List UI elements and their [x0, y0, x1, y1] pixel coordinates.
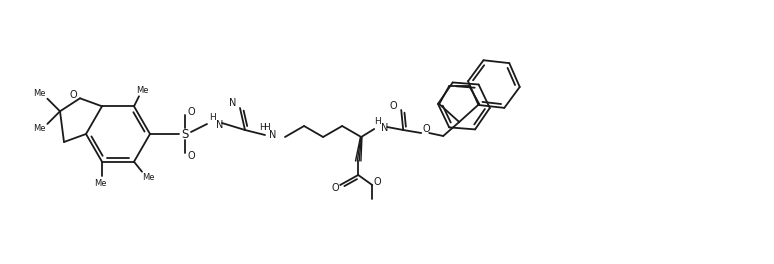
Text: O: O: [187, 107, 195, 117]
Text: O: O: [423, 124, 430, 134]
Text: H: H: [259, 124, 266, 133]
Text: H: H: [264, 124, 270, 133]
Text: N: N: [229, 98, 237, 108]
Text: N: N: [216, 120, 224, 130]
Text: Me: Me: [33, 89, 46, 98]
Text: H: H: [374, 116, 381, 125]
Text: O: O: [187, 151, 195, 161]
Text: Me: Me: [142, 173, 154, 182]
Text: H: H: [210, 114, 217, 122]
Text: Me: Me: [135, 86, 149, 95]
Text: S: S: [181, 128, 189, 140]
Text: O: O: [373, 177, 381, 187]
Text: Me: Me: [94, 179, 106, 188]
Text: N: N: [269, 130, 276, 140]
Text: Me: Me: [33, 124, 46, 133]
Text: O: O: [331, 183, 339, 193]
Text: O: O: [389, 101, 397, 111]
Text: N: N: [381, 123, 388, 133]
Text: O: O: [69, 90, 77, 100]
